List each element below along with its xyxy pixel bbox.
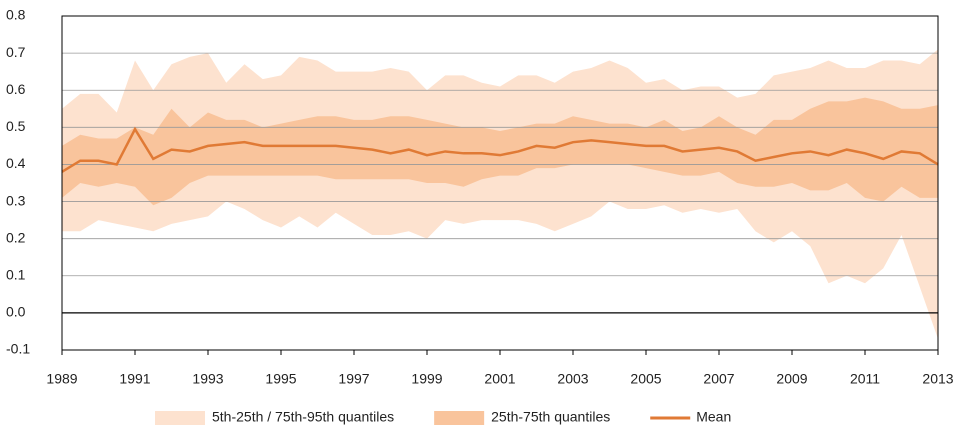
x-tick-label: 1999 (411, 371, 442, 387)
legend-swatch (434, 411, 485, 425)
y-tick-label: 0.6 (6, 81, 26, 97)
x-tick-label: 2003 (557, 371, 588, 387)
legend-label: Mean (696, 409, 731, 425)
y-tick-label: 0.2 (6, 229, 26, 245)
x-tick-label: 2005 (630, 371, 661, 387)
y-tick-label: 0.1 (6, 266, 26, 282)
x-tick-label: 2011 (850, 371, 880, 387)
y-tick-label: -0.1 (6, 341, 30, 357)
quantile-band (62, 97, 938, 206)
quantile-band (62, 49, 938, 339)
y-tick-label: 0.3 (6, 192, 26, 208)
legend-label: 5th-25th / 75th-95th quantiles (212, 409, 394, 425)
x-tick-label: 1989 (46, 371, 77, 387)
y-tick-label: 0.7 (6, 44, 26, 60)
x-tick-label: 2007 (703, 371, 734, 387)
y-tick-label: 0.0 (6, 304, 26, 320)
legend-label: 25th-75th quantiles (491, 409, 610, 425)
y-tick-label: 0.5 (6, 118, 26, 134)
x-tick-label: 1995 (265, 371, 296, 387)
x-tick-label: 1993 (192, 371, 223, 387)
mean-line (61, 126, 939, 173)
y-tick-label: 0.8 (6, 7, 26, 23)
y-tick-label: 0.4 (6, 155, 26, 171)
x-tick-label: 1991 (119, 371, 150, 387)
x-tick-label: 1997 (338, 371, 369, 387)
x-tick-label: 2001 (484, 371, 515, 387)
x-tick-label: 2013 (922, 371, 953, 387)
x-tick-label: 2009 (776, 371, 807, 387)
legend-swatch (155, 411, 205, 425)
